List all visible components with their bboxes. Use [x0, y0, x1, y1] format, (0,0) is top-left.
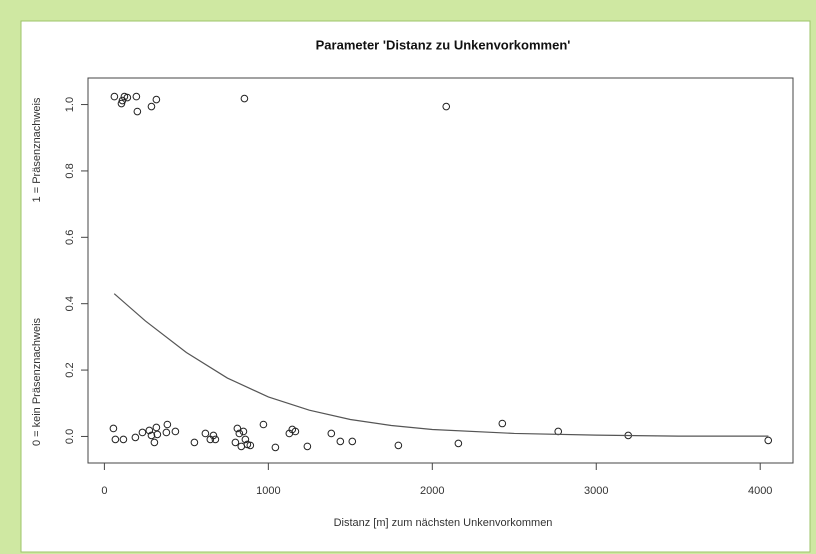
data-point — [209, 431, 218, 440]
x-axis-label: Distanz [m] zum nächsten Unkenvorkommen — [334, 517, 553, 529]
data-point — [498, 419, 507, 428]
data-point — [348, 437, 357, 446]
data-point — [211, 435, 220, 444]
data-point — [235, 429, 244, 438]
data-point — [190, 438, 199, 447]
data-point — [133, 107, 142, 116]
data-point — [111, 435, 120, 444]
data-point — [233, 424, 242, 433]
data-point — [138, 428, 147, 437]
data-point — [171, 427, 180, 436]
y-axis-label: 0 = kein Präsenznachweis — [31, 317, 43, 446]
data-point — [241, 435, 250, 444]
data-point — [454, 439, 463, 448]
data-point — [259, 420, 268, 429]
data-point — [271, 443, 280, 452]
data-point — [117, 99, 126, 108]
y-tick-label: 0.2 — [64, 362, 76, 377]
chart-title: Parameter 'Distanz zu Unkenvorkommen' — [316, 37, 571, 52]
y-axis-label: 1 = Präsenznachweis — [31, 97, 43, 202]
data-point — [764, 436, 773, 445]
data-point — [132, 92, 141, 101]
data-point — [240, 94, 249, 103]
data-point — [147, 102, 156, 111]
data-point — [231, 438, 240, 447]
x-tick-label: 2000 — [420, 485, 444, 497]
data-point — [394, 441, 403, 450]
y-tick-label: 0.6 — [64, 230, 76, 245]
data-point — [327, 429, 336, 438]
data-point — [163, 420, 172, 429]
data-point — [131, 433, 140, 442]
fitted-curve — [113, 293, 769, 437]
data-point — [150, 438, 159, 447]
x-tick-label: 0 — [101, 485, 107, 497]
data-point — [109, 424, 118, 433]
data-point — [123, 93, 132, 102]
data-point — [239, 427, 248, 436]
y-tick-label: 1.0 — [64, 97, 76, 112]
data-point — [147, 431, 156, 440]
plot-canvas — [20, 20, 811, 553]
data-point — [442, 102, 451, 111]
data-point — [201, 429, 210, 438]
y-tick-label: 0.8 — [64, 163, 76, 178]
data-point — [162, 428, 171, 437]
data-point — [336, 437, 345, 446]
x-tick-label: 3000 — [584, 485, 608, 497]
y-tick-label: 0.4 — [64, 296, 76, 311]
data-point — [246, 441, 255, 450]
data-point — [145, 426, 154, 435]
x-tick-label: 1000 — [256, 485, 280, 497]
y-tick-label: 0.0 — [64, 429, 76, 444]
data-point — [119, 435, 128, 444]
data-point — [291, 427, 300, 436]
data-point — [153, 430, 162, 439]
x-tick-label: 4000 — [748, 485, 772, 497]
data-point — [152, 95, 161, 104]
data-point — [110, 92, 119, 101]
data-point — [303, 442, 312, 451]
